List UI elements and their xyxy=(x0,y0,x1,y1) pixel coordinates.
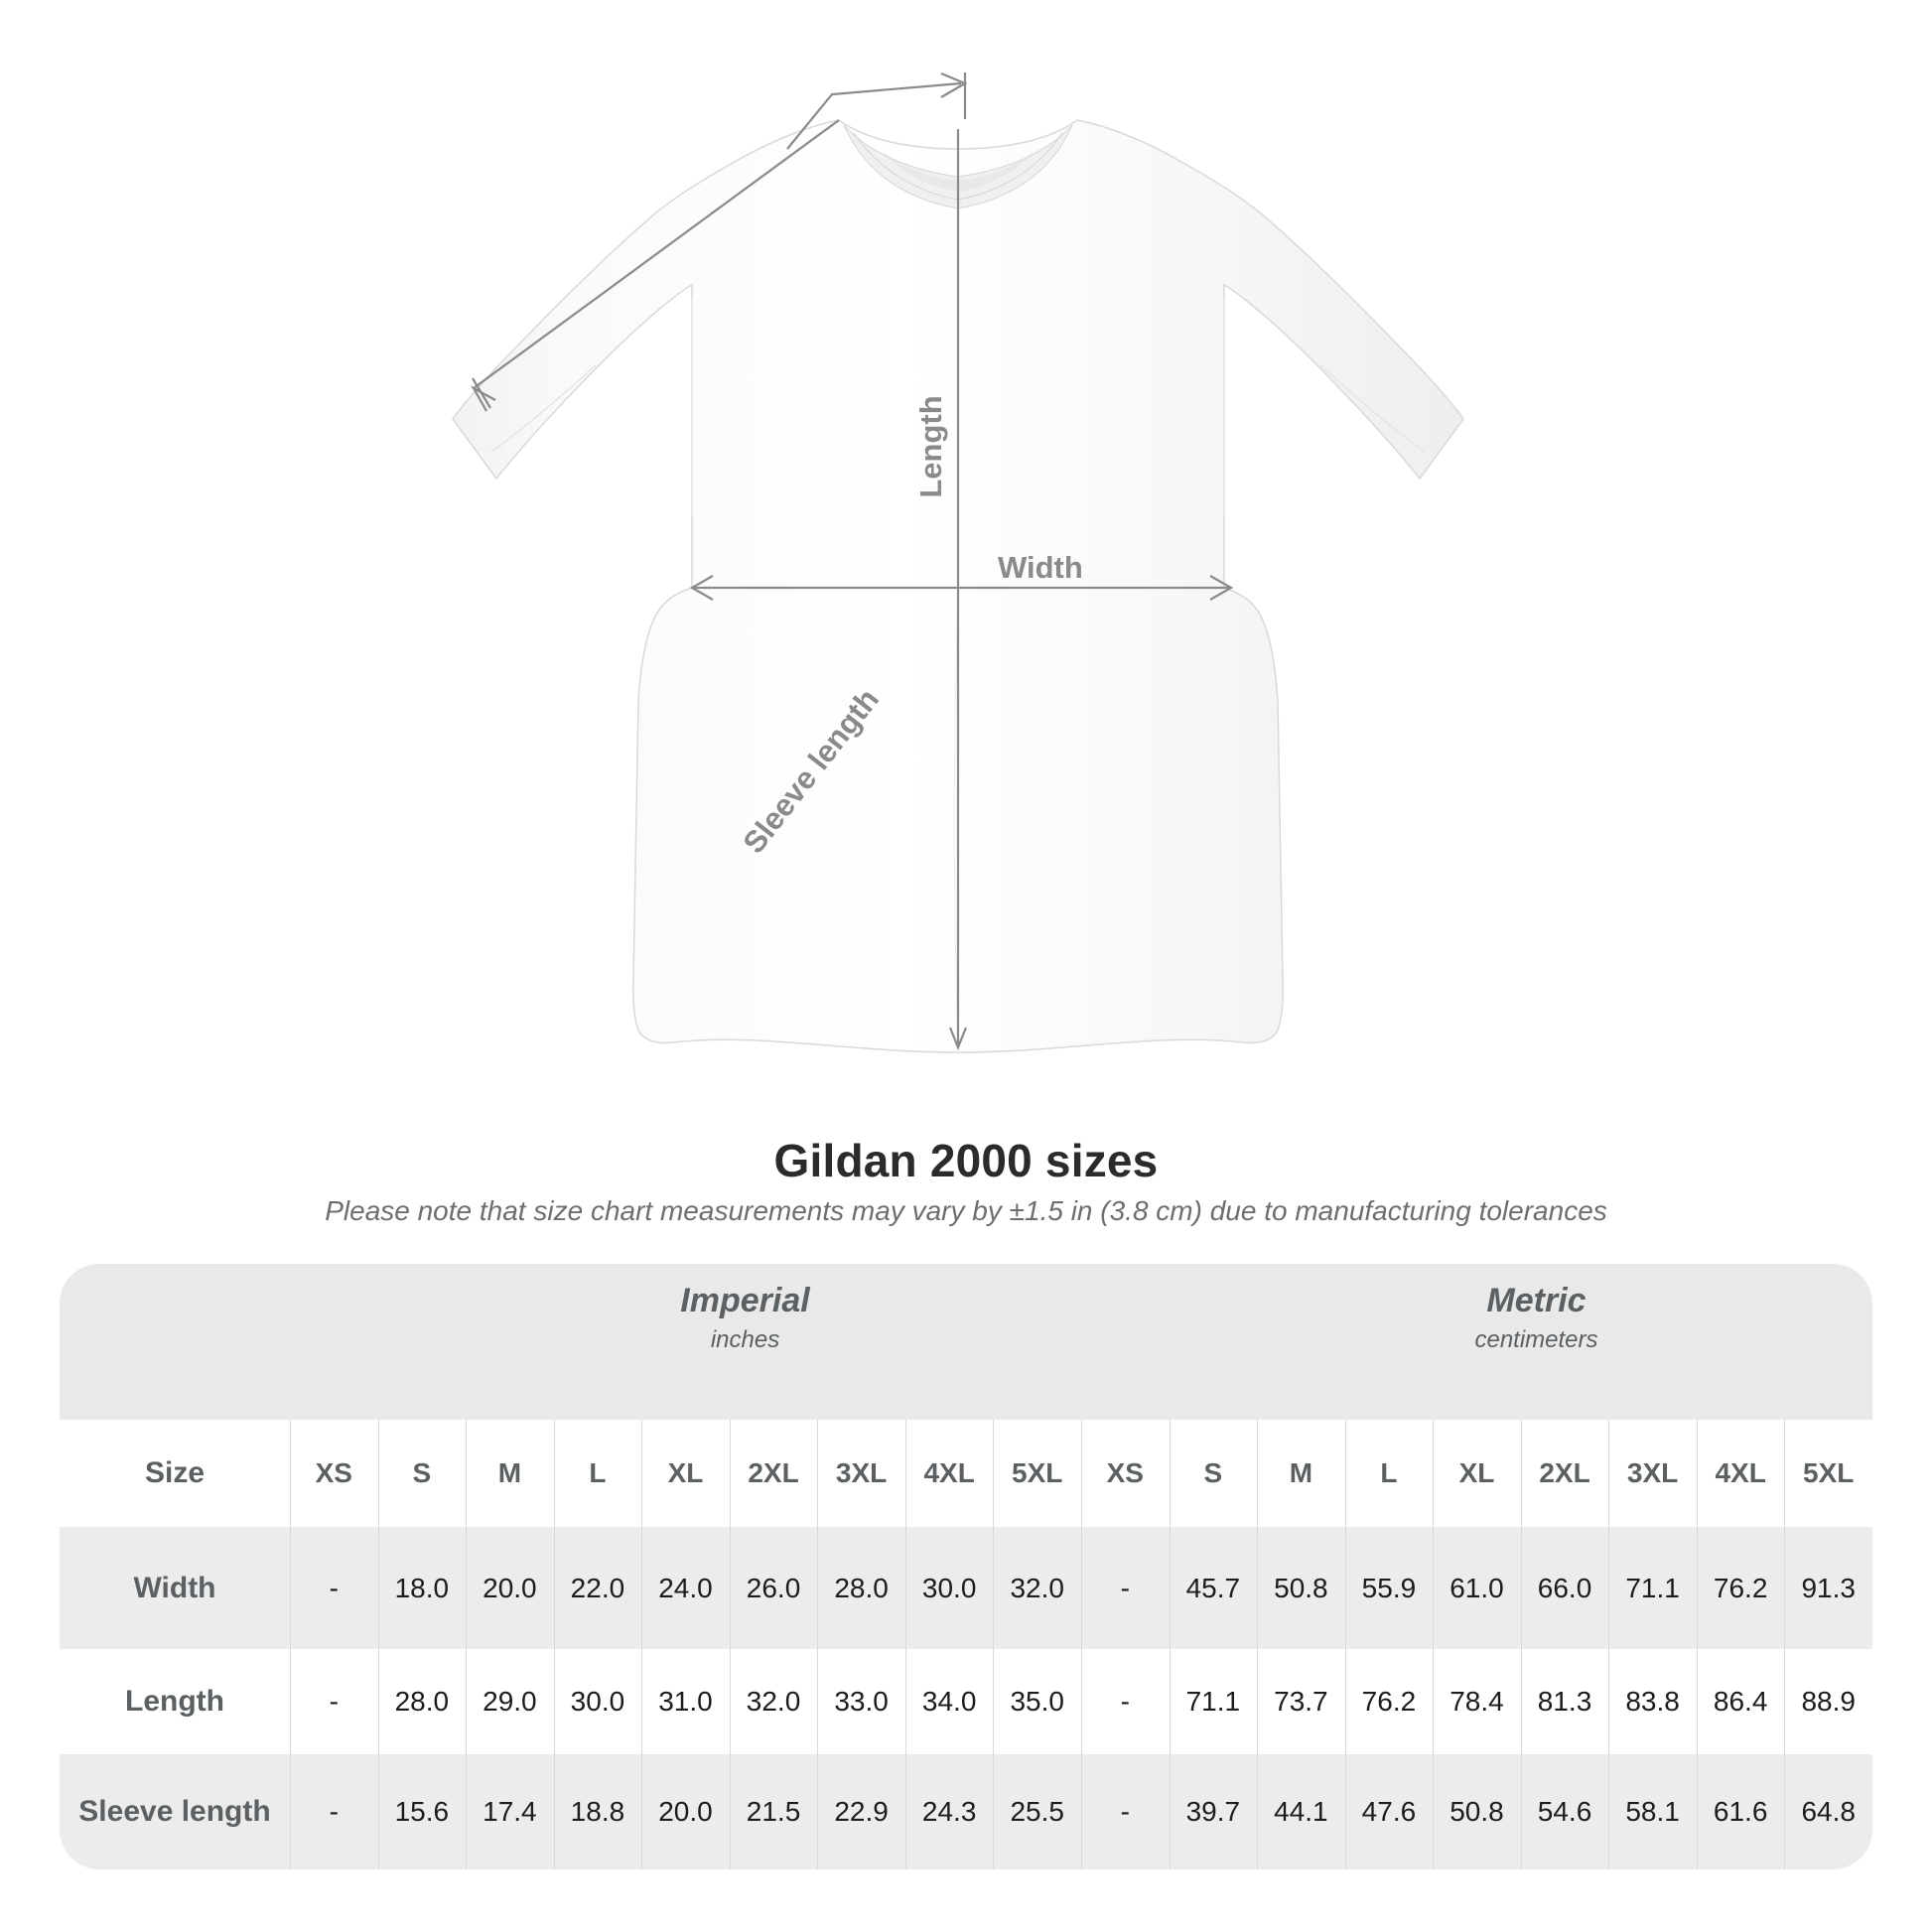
svg-text:Width: Width xyxy=(998,550,1083,585)
svg-text:Length: Length xyxy=(913,395,948,497)
